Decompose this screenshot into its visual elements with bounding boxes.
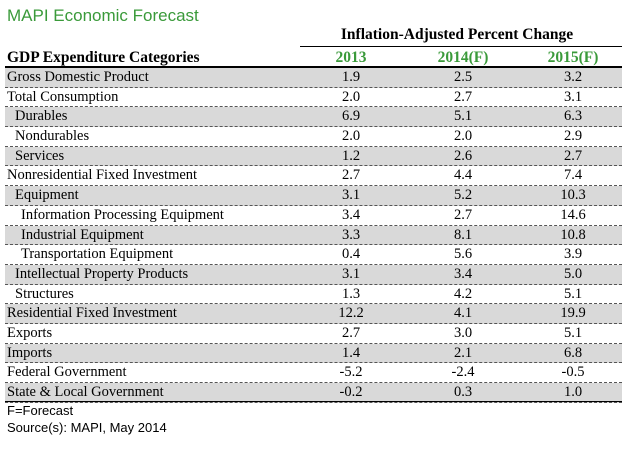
table-row: Intellectual Property Products 3.1 3.4 5.0 <box>5 264 622 285</box>
value-cell-2014: 4.1 <box>453 305 473 322</box>
category-column-header: GDP Expenditure Categories <box>7 49 200 66</box>
value-cell-2015: 5.1 <box>563 324 583 341</box>
column-header-row: GDP Expenditure Categories 2013 2014(F) … <box>5 47 622 67</box>
value-cell-2013: 2.0 <box>341 128 361 145</box>
row-label: Total Consumption <box>7 88 119 105</box>
table-row: Industrial Equipment 3.3 8.1 10.8 <box>5 225 622 246</box>
row-label: State & Local Government <box>7 384 164 400</box>
value-cell-2015: 5.0 <box>563 265 583 282</box>
row-label: Exports <box>7 324 53 341</box>
table-row: Imports 1.4 2.1 6.8 <box>5 343 622 364</box>
row-label: Services <box>15 147 65 164</box>
value-cell-2014: 5.1 <box>453 108 473 125</box>
value-cell-2015: 10.3 <box>560 187 586 204</box>
table-row: Durables 6.9 5.1 6.3 <box>5 107 622 128</box>
value-cell-2013: 2.0 <box>341 88 361 105</box>
table-row: Equipment 3.1 5.2 10.3 <box>5 186 622 206</box>
row-label: Residential Fixed Investment <box>7 305 177 322</box>
row-label: Industrial Equipment <box>21 226 144 243</box>
value-cell-2015: 2.7 <box>563 147 583 164</box>
value-cell-2015: 7.4 <box>563 167 583 184</box>
value-cell-2014: 2.5 <box>453 69 473 85</box>
table-row: Gross Domestic Product 1.9 2.5 3.2 <box>5 68 622 88</box>
forecast-table-body: Gross Domestic Product 1.9 2.5 3.2 Total Con… <box>5 68 622 403</box>
value-cell-2015: -0.5 <box>561 364 585 381</box>
value-cell-2013: 1.2 <box>341 147 361 164</box>
table-row: Nondurables 2.0 2.0 2.9 <box>5 127 622 147</box>
value-cell-2013: 1.4 <box>341 344 361 361</box>
value-cell-2015: 5.1 <box>563 285 583 302</box>
value-cell-2013: 2.7 <box>341 167 361 184</box>
year-header-2015: 2015(F) <box>547 49 599 66</box>
row-label: Nondurables <box>15 128 90 145</box>
value-cell-2014: 8.1 <box>453 226 473 243</box>
value-cell-2015: 3.2 <box>563 69 583 85</box>
value-cell-2015: 6.8 <box>563 344 583 361</box>
table-row: Services 1.2 2.6 2.7 <box>5 146 622 167</box>
table-row: Exports 2.7 3.0 5.1 <box>5 324 622 344</box>
value-cell-2015: 3.1 <box>563 88 583 105</box>
value-cell-2013: 0.4 <box>341 246 361 263</box>
row-label: Federal Government <box>7 364 127 381</box>
table-row: Transportation Equipment 0.4 5.6 3.9 <box>5 245 622 265</box>
group-header-underline <box>300 46 622 47</box>
value-cell-2013: 3.1 <box>341 265 361 282</box>
value-cell-2015: 1.0 <box>563 384 583 400</box>
footnote-forecast: F=Forecast <box>7 403 74 418</box>
value-cell-2015: 3.9 <box>563 246 583 263</box>
value-cell-2014: 4.4 <box>453 167 473 184</box>
table-row: Federal Government -5.2 -2.4 -0.5 <box>5 363 622 383</box>
table-row: Information Processing Equipment 3.4 2.7 14… <box>5 206 622 226</box>
value-cell-2013: 3.1 <box>341 187 361 204</box>
value-cell-2013: 1.3 <box>341 285 361 302</box>
footnote-source: Source(s): MAPI, May 2014 <box>7 420 167 435</box>
table-row: Total Consumption 2.0 2.7 3.1 <box>5 88 622 108</box>
row-label: Intellectual Property Products <box>15 265 189 282</box>
value-cell-2014: 2.7 <box>453 206 473 223</box>
row-label: Information Processing Equipment <box>21 206 224 223</box>
value-cell-2014: 0.3 <box>453 384 473 400</box>
table-bottom-divider <box>5 401 622 402</box>
row-label: Imports <box>7 344 53 361</box>
value-cell-2014: 5.2 <box>453 187 473 204</box>
group-header: Inflation-Adjusted Percent Change <box>340 26 574 43</box>
table-row: Structures 1.3 4.2 5.1 <box>5 285 622 305</box>
value-cell-2014: 2.1 <box>453 344 473 361</box>
value-cell-2015: 19.9 <box>560 305 586 322</box>
value-cell-2013: 1.9 <box>341 69 361 85</box>
row-label: Durables <box>15 108 68 125</box>
row-label: Equipment <box>15 187 79 204</box>
value-cell-2014: 5.6 <box>453 246 473 263</box>
row-label: Structures <box>15 285 74 302</box>
value-cell-2015: 14.6 <box>560 206 586 223</box>
value-cell-2013: -0.2 <box>339 384 363 400</box>
value-cell-2015: 6.3 <box>563 108 583 125</box>
row-label: Gross Domestic Product <box>7 69 149 85</box>
row-label: Nonresidential Fixed Investment <box>7 167 198 184</box>
value-cell-2013: 12.2 <box>338 305 364 322</box>
value-cell-2014: -2.4 <box>451 364 475 381</box>
value-cell-2014: 2.0 <box>453 128 473 145</box>
value-cell-2013: -5.2 <box>339 364 363 381</box>
year-header-2014: 2014(F) <box>437 49 489 66</box>
value-cell-2015: 10.8 <box>560 226 586 243</box>
header-divider <box>5 66 622 68</box>
table-row: State & Local Government -0.2 0.3 1.0 <box>5 383 622 403</box>
page-title: MAPI Economic Forecast <box>7 6 199 25</box>
value-cell-2013: 6.9 <box>341 108 361 125</box>
value-cell-2014: 3.0 <box>453 324 473 341</box>
value-cell-2015: 2.9 <box>563 128 583 145</box>
value-cell-2014: 2.6 <box>453 147 473 164</box>
value-cell-2014: 3.4 <box>453 265 473 282</box>
value-cell-2014: 4.2 <box>453 285 473 302</box>
value-cell-2013: 3.4 <box>341 206 361 223</box>
table-row: Residential Fixed Investment 12.2 4.1 19.9 <box>5 304 622 324</box>
value-cell-2014: 2.7 <box>453 88 473 105</box>
value-cell-2013: 2.7 <box>341 324 361 341</box>
row-label: Transportation Equipment <box>21 246 174 263</box>
table-row: Nonresidential Fixed Investment 2.7 4.4 7.4 <box>5 166 622 187</box>
value-cell-2013: 3.3 <box>341 226 361 243</box>
year-header-2013: 2013 <box>335 49 367 66</box>
